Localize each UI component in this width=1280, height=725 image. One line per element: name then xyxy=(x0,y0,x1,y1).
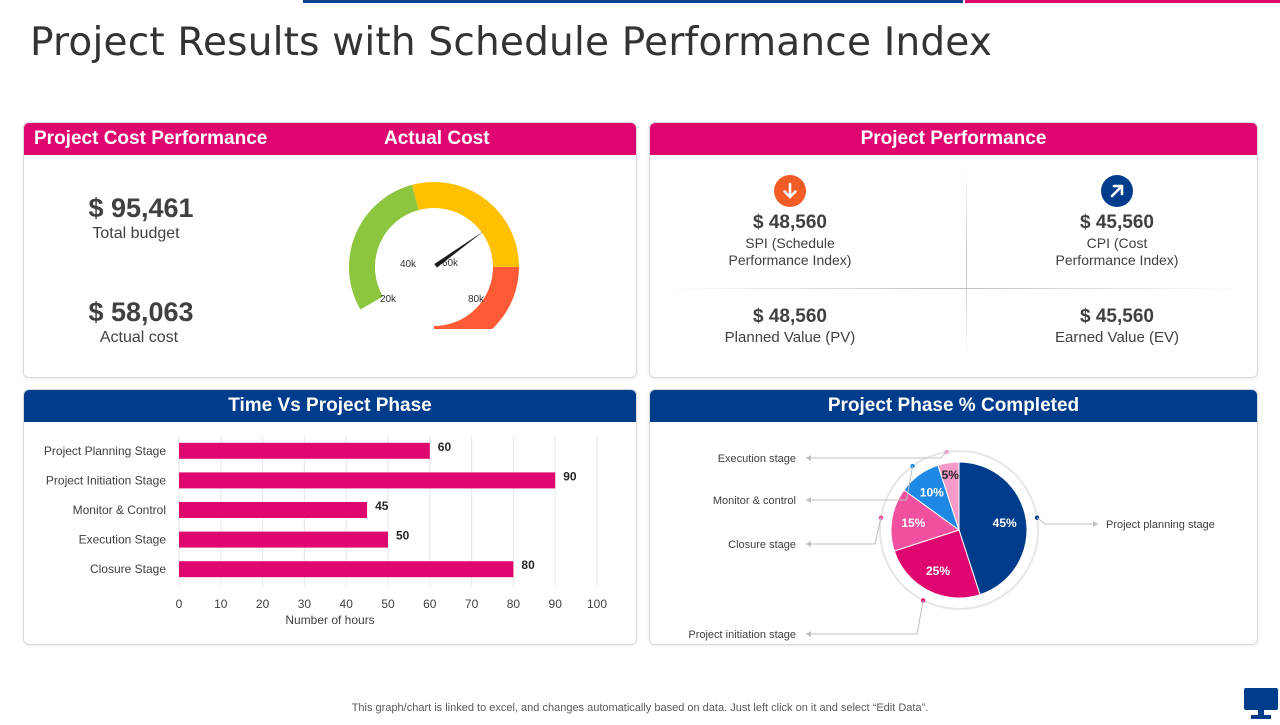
pie-slice xyxy=(893,529,981,599)
callout-line xyxy=(1036,517,1098,525)
cost-performance-panel: Project Cost Performance Actual Cost $ 9… xyxy=(23,122,637,378)
pie-slice xyxy=(958,461,1028,596)
performance-panel-header: Project Performance xyxy=(650,123,1257,155)
callout-arrow xyxy=(806,455,811,461)
callout-line xyxy=(806,466,914,501)
actual-cost-gauge: 0k20k40k60k80k100k xyxy=(349,182,519,329)
top-accent-line-pink xyxy=(965,0,1280,3)
gauge-arc-low xyxy=(349,184,420,310)
x-axis-label: Number of hours xyxy=(285,613,374,627)
time-panel-header: Time Vs Project Phase xyxy=(24,390,636,422)
x-tick-label: 30 xyxy=(298,597,312,611)
pie-legend-label: Project initiation stage xyxy=(688,629,796,641)
bar xyxy=(179,502,368,518)
gauge-tick-label: 80k xyxy=(468,294,485,305)
x-tick-label: 90 xyxy=(549,597,563,611)
cost-panel-header: Project Cost Performance Actual Cost xyxy=(24,123,636,155)
x-tick-label: 80 xyxy=(507,597,521,611)
cost-header-right: Actual Cost xyxy=(384,128,490,149)
pie-data-label: 25% xyxy=(926,564,950,578)
actual-cost-label: Actual cost xyxy=(99,329,179,346)
spi-value: $ 48,560 xyxy=(753,212,827,233)
pie-slice xyxy=(890,489,961,552)
cost-header-left: Project Cost Performance xyxy=(34,128,268,149)
pie-data-label: 5% xyxy=(942,468,960,482)
gauge-arc-high xyxy=(433,266,519,329)
x-tick-label: 50 xyxy=(381,597,395,611)
cpi-value: $ 45,560 xyxy=(1080,212,1154,233)
spi-label-line2: Performance Index) xyxy=(728,252,852,268)
callout-arrow xyxy=(806,497,811,503)
actual-cost-value: $ 58,063 xyxy=(88,297,194,327)
horizontal-divider xyxy=(664,288,1244,289)
pie-data-label: 10% xyxy=(920,486,944,500)
callout-line xyxy=(806,517,882,545)
bar-data-label: 90 xyxy=(563,469,577,483)
x-tick-label: 70 xyxy=(465,597,479,611)
spi-label-line1: SPI (Schedule xyxy=(745,235,835,251)
project-performance-panel: Project Performance $ 48,560 SPI (Schedu… xyxy=(649,122,1258,378)
gauge-tick-label: 20k xyxy=(380,294,397,305)
pv-value: $ 48,560 xyxy=(753,306,827,327)
y-category-label: Project Initiation Stage xyxy=(46,473,166,487)
y-category-label: Execution Stage xyxy=(79,533,167,547)
callout-arrow xyxy=(806,541,811,547)
x-tick-label: 20 xyxy=(256,597,270,611)
total-budget-value: $ 95,461 xyxy=(88,193,194,223)
bar xyxy=(179,531,388,548)
time-vs-phase-panel: Time Vs Project Phase 0 10 20 30 40 50 60 70 80 9… xyxy=(23,389,637,645)
y-category-label: Project Planning Stage xyxy=(44,444,166,458)
callout-line xyxy=(806,600,924,635)
pie-legend-label: Execution stage xyxy=(718,453,796,465)
total-budget-label: Total budget xyxy=(92,225,180,242)
cpi-label-line1: CPI (Cost xyxy=(1086,235,1148,251)
pie-legend-label: Project planning stage xyxy=(1106,519,1215,531)
callout-dot xyxy=(910,463,915,469)
callout-dot xyxy=(920,598,926,603)
pie-legend-label: Closure stage xyxy=(728,539,796,551)
bar xyxy=(179,442,430,459)
pie-slice xyxy=(937,461,960,531)
callout-dot xyxy=(878,515,884,520)
x-tick-label: 0 xyxy=(176,597,183,611)
gauge-tick-label: 40k xyxy=(400,259,417,270)
arrow-down-icon xyxy=(774,175,806,207)
pie-data-label: 15% xyxy=(901,516,925,530)
cpi-label-line2: Performance Index) xyxy=(1055,252,1179,268)
phase-panel-header: Project Phase % Completed xyxy=(650,390,1257,422)
bar-data-label: 80 xyxy=(521,558,535,572)
pie-legend-label: Monitor & control xyxy=(713,495,796,507)
bar-data-label: 50 xyxy=(396,529,410,543)
arrow-up-right-icon xyxy=(1101,175,1133,207)
bar xyxy=(179,561,514,578)
x-tick-label: 40 xyxy=(340,597,354,611)
gauge-needle xyxy=(434,230,485,268)
bar-data-label: 45 xyxy=(375,499,389,513)
x-tick-label: 10 xyxy=(214,597,228,611)
bar-data-label: 60 xyxy=(438,440,452,454)
x-tick-label: 100 xyxy=(587,597,607,611)
x-tick-label: 60 xyxy=(423,597,437,611)
callout-arrow xyxy=(806,631,811,637)
y-category-label: Closure Stage xyxy=(90,562,166,576)
monitor-icon xyxy=(1243,687,1279,720)
phase-completed-panel: Project Phase % Completed 45% Project pla… xyxy=(649,389,1258,645)
pv-label: Planned Value (PV) xyxy=(724,329,856,346)
gauge-tick-label: 60k xyxy=(442,258,459,269)
top-accent-line-blue xyxy=(303,0,963,3)
vertical-divider xyxy=(966,168,967,358)
callout-line xyxy=(806,451,947,459)
gauge-arc-mid xyxy=(412,182,519,268)
page-title: Project Results with Schedule Performanc… xyxy=(30,20,993,65)
ev-value: $ 45,560 xyxy=(1080,306,1154,327)
footer-note: This graph/chart is linked to excel, and… xyxy=(351,702,929,714)
y-category-label: Monitor & Control xyxy=(73,503,166,517)
ev-label: Earned Value (EV) xyxy=(1055,329,1179,346)
time-bar-chart: 0 10 20 30 40 50 60 70 80 90 100 Project Planning S… xyxy=(44,436,607,627)
pie-data-label: 45% xyxy=(993,516,1017,530)
phase-pie-chart: 45% Project planning stage 25% Project init… xyxy=(688,449,1215,641)
bar xyxy=(179,472,556,489)
callout-arrow xyxy=(1093,521,1098,527)
